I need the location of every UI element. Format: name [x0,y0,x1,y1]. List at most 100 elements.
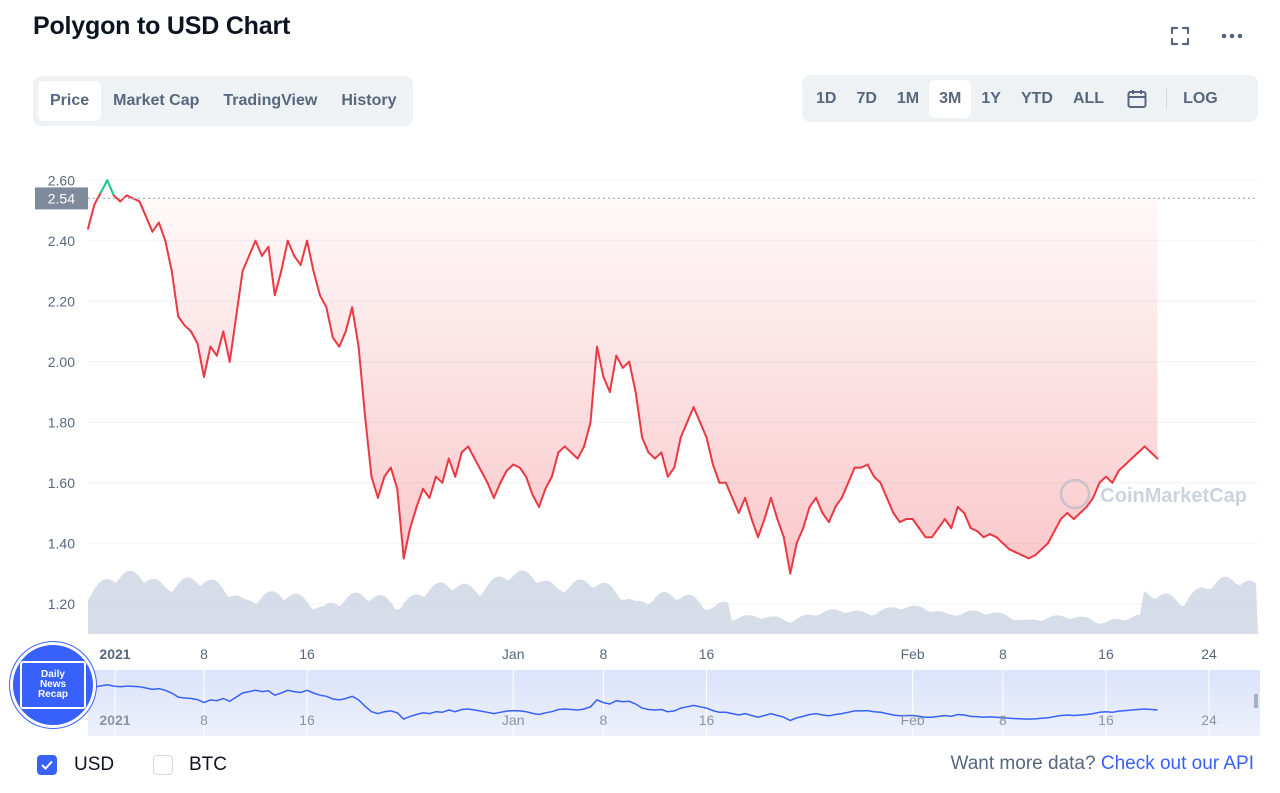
price-line-segment [383,466,392,478]
calendar-icon[interactable] [1114,80,1160,118]
x-tick-label: 2021 [99,646,130,662]
navigator-line [87,684,1158,722]
price-line-segment [705,436,714,466]
price-line-segment [653,451,663,460]
price-line-segment [505,463,515,472]
usd-checkbox[interactable] [37,755,57,775]
price-line-segment [840,481,850,499]
price-line-segment [531,493,540,508]
price-line-segment [860,463,869,469]
price-line-segment [215,330,225,357]
price-line-segment [1001,542,1011,551]
price-line-segment [892,512,901,524]
price-line-segment [969,527,979,533]
y-tick-label: 1.20 [48,596,75,612]
price-line-segment [795,527,805,545]
price-line-segment [499,469,508,484]
price-line-segment [370,475,379,499]
price-line-segment [847,466,856,484]
navigator-tick-label: Jan [502,712,525,728]
navigator-tick-label: 2021 [99,712,130,728]
more-icon[interactable] [1218,22,1246,50]
price-line-segment [492,481,502,499]
price-line-segment [898,518,908,524]
price-line-segment [750,518,760,539]
price-line-segment [943,518,953,530]
range-3m[interactable]: 3M [929,79,972,118]
fullscreen-icon[interactable] [1166,22,1194,50]
volume-area [88,570,1258,634]
price-line-segment [769,496,779,521]
badge-frame: Daily News Recap [20,661,86,709]
price-line-segment [112,194,122,203]
price-line-segment [1014,551,1024,557]
price-line-segment [351,306,360,348]
tab-tradingview[interactable]: TradingView [223,92,318,109]
range-all[interactable]: ALL [1072,89,1105,107]
price-line-segment [415,487,425,508]
x-tick-label: 8 [600,646,608,662]
price-line-segment [1117,463,1127,472]
price-line-segment [222,330,231,363]
badge-line-3: Recap [37,689,68,700]
navigator-background[interactable] [88,670,1260,736]
price-line-segment [1027,554,1037,560]
price-line-segment [338,330,347,348]
price-line-segment [106,179,115,197]
price-line-segment [1143,445,1153,454]
price-line-segment [563,445,573,454]
range-1y[interactable]: 1Y [981,89,1001,107]
price-line-segment [183,324,193,333]
price-fill-below-reference [88,180,1158,574]
chart-type-tabs: Price Market Cap TradingView History [33,76,414,126]
price-line-segment [1085,496,1095,508]
price-line-segment [866,463,876,478]
price-line-segment [576,445,586,460]
price-line-segment [673,436,682,469]
x-tick-label: Feb [901,646,925,662]
range-7d[interactable]: 7D [856,89,877,107]
price-line-segment [460,445,470,454]
price-line-segment [589,345,598,424]
range-1m[interactable]: 1M [896,89,920,107]
price-line-segment [286,239,296,257]
price-line-segment [557,445,566,454]
price-line-segment [151,221,160,233]
price-line-segment [802,505,811,530]
y-tick-label: 2.00 [48,354,75,370]
price-line-segment [293,254,302,266]
price-line-segment [602,375,611,393]
log-toggle[interactable]: LOG [1183,89,1218,107]
price-line-segment [950,505,959,530]
price-line-segment [434,475,444,484]
price-line-segment [525,475,534,496]
tab-market-cap[interactable]: Market Cap [113,92,200,109]
price-line-segment [1008,548,1017,554]
price-line-segment [170,270,180,318]
navigator-handle[interactable] [1254,694,1258,708]
btc-checkbox[interactable] [153,755,173,775]
reference-label: 2.54 [48,190,75,206]
price-line-segment [357,345,367,418]
price-line-segment [976,530,985,539]
price-line-segment [879,481,888,499]
watermark-logo [1059,478,1091,510]
price-line-segment [447,457,457,478]
range-1d[interactable]: 1D [816,89,837,107]
price-chart[interactable]: 2.60 2.40 2.20 2.00 1.80 1.60 1.40 1.20 2.54 Coin… [0,130,1280,740]
price-line-segment [724,481,734,499]
price-line-segment [776,518,785,539]
tab-history[interactable]: History [341,92,397,109]
price-line-segment [550,451,560,478]
price-line-segment [512,463,521,469]
price-chart-svg[interactable]: 2.60 2.40 2.20 2.00 1.80 1.60 1.40 1.20 2.54 Coin… [0,130,1280,740]
price-line-segment [364,415,373,478]
tab-price[interactable]: Price [38,81,102,121]
price-line-segment [344,306,354,333]
price-line-segment [1079,505,1088,514]
x-tick-label: 8 [200,646,208,662]
range-ytd[interactable]: YTD [1020,89,1053,107]
price-line-segment [834,496,843,508]
price-line-segment [1124,457,1133,466]
api-link[interactable]: Check out our API [1100,753,1254,774]
